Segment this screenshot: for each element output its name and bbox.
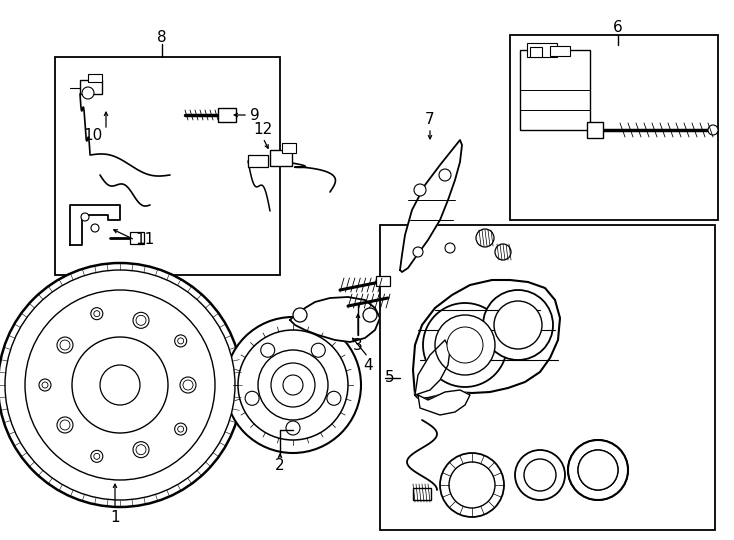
Circle shape <box>327 392 341 406</box>
Bar <box>130 232 144 244</box>
Circle shape <box>91 308 103 320</box>
Polygon shape <box>415 340 450 395</box>
Polygon shape <box>400 140 462 272</box>
Bar <box>88 74 102 82</box>
Polygon shape <box>70 205 120 245</box>
Circle shape <box>91 224 99 232</box>
Circle shape <box>25 290 215 480</box>
Circle shape <box>72 337 168 433</box>
Circle shape <box>180 377 196 393</box>
Polygon shape <box>413 280 560 398</box>
Text: 1: 1 <box>110 510 120 525</box>
Circle shape <box>238 330 348 440</box>
Text: 3: 3 <box>353 338 363 353</box>
Polygon shape <box>290 297 380 342</box>
Bar <box>248 155 268 167</box>
Text: 9: 9 <box>250 107 260 123</box>
Circle shape <box>578 450 618 490</box>
Text: 4: 4 <box>363 357 373 373</box>
Bar <box>527 43 557 57</box>
Circle shape <box>423 303 507 387</box>
Circle shape <box>57 337 73 353</box>
Polygon shape <box>418 390 470 415</box>
Bar <box>550 46 570 56</box>
Circle shape <box>60 420 70 430</box>
Circle shape <box>100 365 140 405</box>
Bar <box>413 488 431 500</box>
Bar <box>570 442 626 498</box>
Circle shape <box>445 243 455 253</box>
Circle shape <box>568 440 628 500</box>
Circle shape <box>476 229 494 247</box>
Circle shape <box>258 350 328 420</box>
Circle shape <box>578 450 618 490</box>
Bar <box>218 108 236 122</box>
Circle shape <box>449 462 495 508</box>
Bar <box>380 225 715 530</box>
Circle shape <box>286 421 300 435</box>
Circle shape <box>81 213 89 221</box>
Bar <box>80 80 102 94</box>
Circle shape <box>175 423 186 435</box>
Circle shape <box>283 375 303 395</box>
Circle shape <box>133 442 149 458</box>
Circle shape <box>0 263 242 507</box>
Circle shape <box>439 169 451 181</box>
Circle shape <box>178 338 184 344</box>
Circle shape <box>447 327 483 363</box>
Circle shape <box>60 340 70 350</box>
Bar <box>282 143 296 153</box>
Circle shape <box>39 379 51 391</box>
Circle shape <box>136 315 146 325</box>
Circle shape <box>363 308 377 322</box>
Text: 7: 7 <box>425 112 435 127</box>
Circle shape <box>94 310 100 316</box>
Circle shape <box>414 184 426 196</box>
Circle shape <box>82 87 94 99</box>
Text: 6: 6 <box>613 21 623 36</box>
Bar <box>510 35 718 220</box>
Circle shape <box>494 301 542 349</box>
Circle shape <box>311 343 325 357</box>
Circle shape <box>225 317 361 453</box>
Bar <box>376 276 390 286</box>
Circle shape <box>261 343 275 357</box>
Circle shape <box>183 380 193 390</box>
Circle shape <box>413 247 423 257</box>
Bar <box>55 57 280 275</box>
Circle shape <box>5 270 235 500</box>
Circle shape <box>483 290 553 360</box>
Circle shape <box>57 417 73 433</box>
Bar <box>587 122 603 138</box>
Text: 5: 5 <box>385 370 395 386</box>
Circle shape <box>435 315 495 375</box>
Circle shape <box>271 363 315 407</box>
Circle shape <box>175 335 186 347</box>
Circle shape <box>42 382 48 388</box>
Text: 2: 2 <box>275 457 285 472</box>
Circle shape <box>515 450 565 500</box>
Bar <box>520 50 590 130</box>
Text: 10: 10 <box>84 127 103 143</box>
Circle shape <box>136 444 146 455</box>
Bar <box>270 150 292 166</box>
Circle shape <box>708 125 718 135</box>
Circle shape <box>133 312 149 328</box>
Circle shape <box>440 453 504 517</box>
Circle shape <box>524 459 556 491</box>
Circle shape <box>495 244 511 260</box>
Bar <box>530 47 542 57</box>
Text: 12: 12 <box>253 123 272 138</box>
Circle shape <box>91 450 103 462</box>
Circle shape <box>94 453 100 460</box>
Circle shape <box>178 426 184 432</box>
Circle shape <box>245 392 259 406</box>
Circle shape <box>568 440 628 500</box>
Text: 11: 11 <box>135 233 155 247</box>
Circle shape <box>293 308 307 322</box>
Text: 8: 8 <box>157 30 167 45</box>
